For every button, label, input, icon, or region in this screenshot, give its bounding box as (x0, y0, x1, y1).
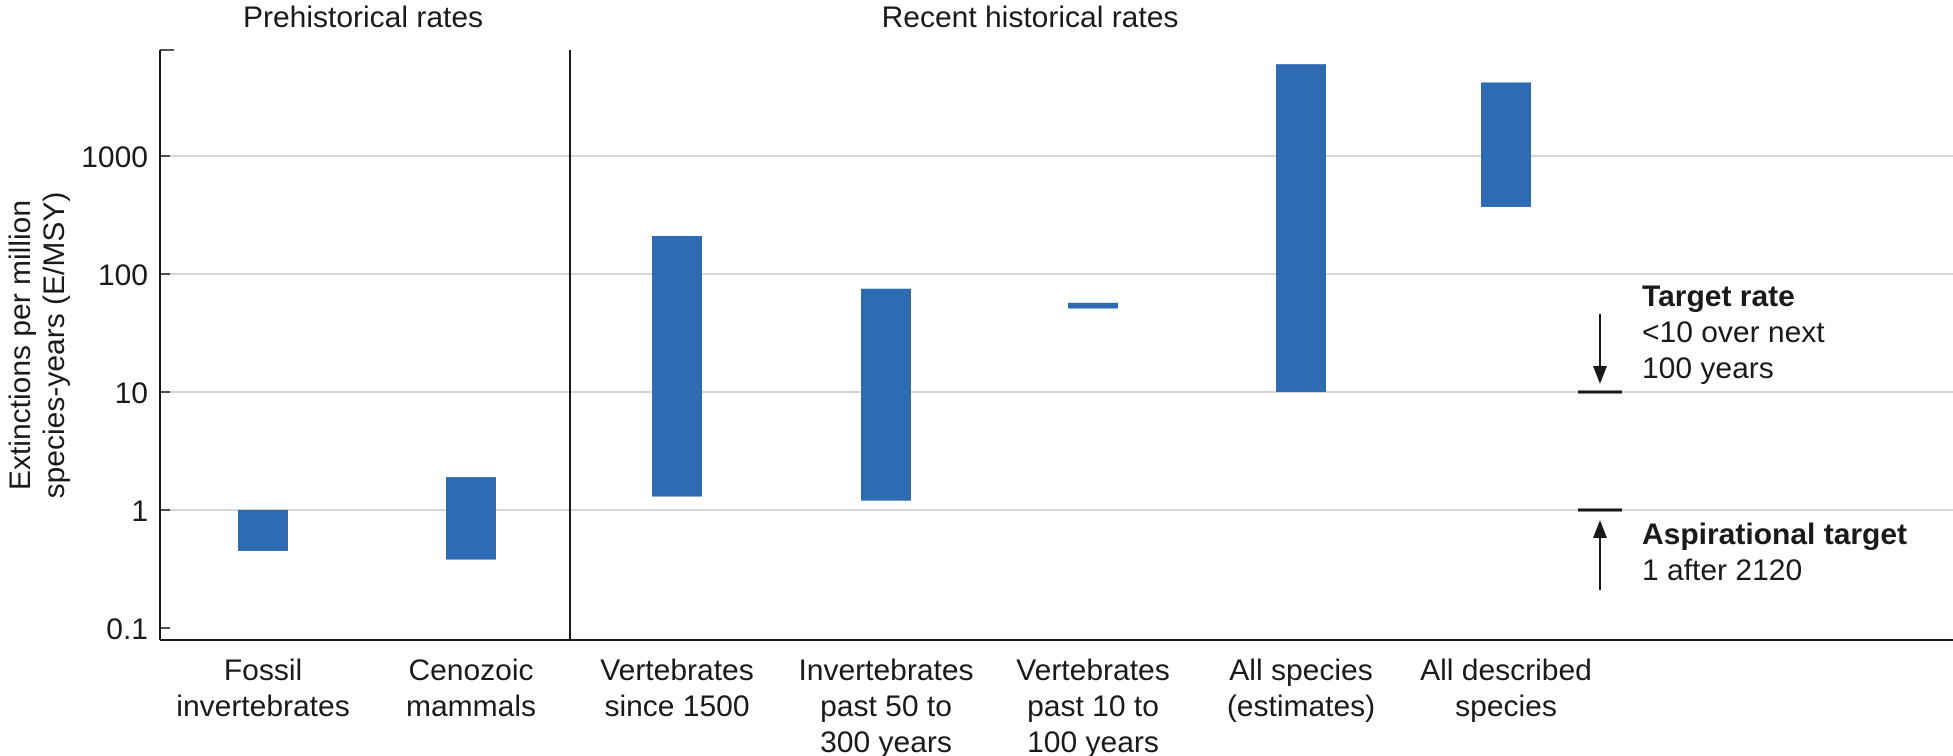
range-bar (1068, 302, 1118, 309)
x-category-label: Cenozoic mammals (406, 654, 536, 723)
target-title: Target rate (1642, 280, 1795, 313)
y-tick-label: 1000 (81, 141, 148, 174)
range-bar (1481, 82, 1531, 207)
group-header: Prehistorical rates (243, 1, 483, 34)
target-desc: 1 after 2120 (1642, 554, 1802, 587)
x-category-label: Fossil invertebrates (176, 654, 349, 723)
range-bar (238, 510, 288, 551)
up-arrowhead (1593, 520, 1607, 538)
target-desc: <10 over next (1642, 316, 1825, 349)
x-category-label: All described species (1420, 654, 1592, 723)
y-tick-label: 1 (131, 495, 148, 528)
chart-labels: 0.1 1 10 100 1000 Extinctions per millionspec… (4, 1, 1592, 756)
x-category-label: All species (estimates) (1227, 654, 1375, 723)
y-tick-label: 100 (98, 259, 148, 292)
x-category-label: Vertebrates since 1500 (600, 654, 753, 723)
range-bar (1276, 64, 1326, 392)
range-bar (861, 288, 911, 501)
gridlines (160, 155, 1953, 511)
target-title: Aspirational target (1642, 518, 1907, 551)
range-bars (238, 64, 1531, 560)
range-bar (446, 477, 496, 560)
y-tick-label: 10 (115, 377, 148, 410)
target-desc: 100 years (1642, 352, 1774, 385)
down-arrowhead (1593, 366, 1607, 384)
y-axis-title: Extinctions per millionspecies-years (E/… (4, 192, 71, 499)
y-tick-label: 0.1 (106, 613, 148, 646)
x-category-label: Vertebrates past 10 to 100 years (1016, 654, 1169, 756)
axes (159, 49, 1953, 641)
group-header: Recent historical rates (882, 1, 1179, 34)
x-category-label: Invertebrates past 50 to 300 years (798, 654, 973, 756)
range-bar (652, 235, 702, 497)
